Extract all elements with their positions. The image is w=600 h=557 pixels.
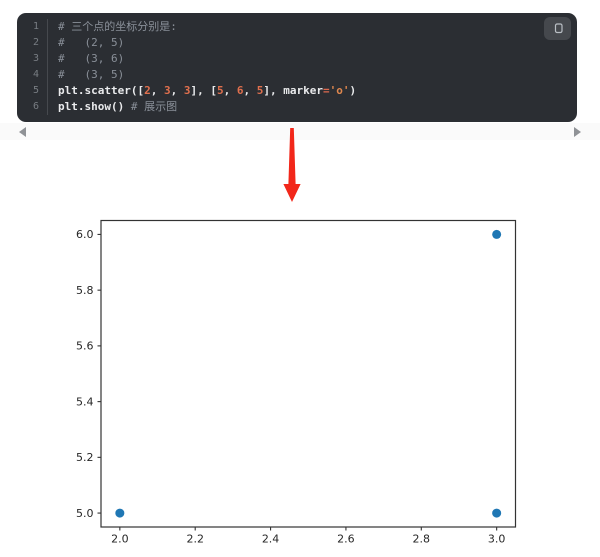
y-tick-label: 5.0	[76, 507, 94, 520]
code-segment-number: 6	[236, 84, 244, 97]
x-tick-label: 2.6	[337, 533, 355, 546]
code-segment-number: 5	[256, 84, 264, 97]
code-line: 5 plt.scatter([2, 3, 3], [5, 6, 5], marke…	[27, 83, 567, 99]
code-line: 3 # (3, 6)	[27, 51, 567, 67]
copy-icon	[550, 21, 565, 36]
x-tick-label: 2.4	[262, 533, 280, 546]
x-tick-label: 2.0	[111, 533, 129, 546]
y-tick-label: 5.4	[76, 395, 94, 408]
line-number: 3	[32, 53, 39, 64]
scroll-left-arrow-icon[interactable]	[19, 126, 26, 137]
x-tick-label: 2.2	[186, 533, 204, 546]
code-line: 6 plt.show() # 展示图	[27, 99, 567, 115]
code-segment-code: )	[349, 84, 357, 97]
code-line: 1 # 三个点的坐标分别是:	[27, 19, 567, 35]
code-segment-code: ,	[170, 84, 184, 97]
code-line: 2 # (2, 5)	[27, 35, 567, 51]
gutter-divider	[47, 99, 48, 115]
code-segment-number: 3	[163, 84, 171, 97]
code-segment-number: 3	[183, 84, 191, 97]
code-segment-code: ,	[150, 84, 164, 97]
code-text: plt.show() # 展示图	[58, 99, 567, 115]
data-point	[492, 508, 502, 518]
code-line: 4 # (3, 5)	[27, 67, 567, 83]
code-segment-number: 5	[216, 84, 224, 97]
x-tick-label: 2.8	[413, 533, 431, 546]
y-tick-label: 6.0	[76, 228, 94, 241]
code-segment-operator: =	[322, 84, 330, 97]
code-segment-string: 'o'	[329, 84, 350, 97]
code-text: # (3, 5)	[58, 67, 567, 83]
line-number: 2	[32, 37, 39, 48]
y-tick-label: 5.6	[76, 340, 94, 353]
code-text: plt.scatter([2, 3, 3], [5, 6, 5], marker…	[58, 83, 567, 99]
code-lines: 1 # 三个点的坐标分别是: 2 # (2, 5) 3 # (3, 6) 4 # (3, 5)…	[27, 19, 567, 115]
gutter-divider	[47, 67, 48, 83]
gutter-divider	[47, 83, 48, 99]
code-text: # (2, 5)	[58, 35, 567, 51]
data-point	[492, 229, 502, 239]
code-segment-comment: # (3, 6)	[58, 52, 125, 65]
line-number: 5	[32, 85, 39, 96]
gutter-divider	[47, 19, 48, 35]
y-tick-label: 5.2	[76, 451, 94, 464]
line-number: 6	[32, 101, 39, 112]
code-segment-code: plt.show()	[58, 100, 131, 113]
code-segment-code: ], [	[190, 84, 217, 97]
code-segment-comment: # (3, 5)	[58, 68, 125, 81]
y-tick-label: 5.8	[76, 284, 94, 297]
code-segment-comment: # 三个点的坐标分别是:	[58, 20, 177, 33]
code-segment-code: plt.scatter([	[58, 84, 145, 97]
code-editor-block: 1 # 三个点的坐标分别是: 2 # (2, 5) 3 # (3, 6) 4 # (3, 5)…	[17, 13, 577, 122]
data-point	[115, 508, 125, 518]
code-segment-code: ], marker	[263, 84, 323, 97]
code-segment-code: ,	[223, 84, 237, 97]
code-segment-number: 2	[144, 84, 151, 97]
line-number: 4	[32, 69, 39, 80]
line-number: 1	[32, 21, 39, 32]
code-text: # (3, 6)	[58, 51, 567, 67]
code-text: # 三个点的坐标分别是:	[58, 19, 567, 35]
code-segment-comment: # 展示图	[130, 100, 178, 113]
scroll-right-arrow-icon[interactable]	[574, 126, 581, 137]
plot-frame	[100, 219, 517, 528]
code-segment-comment: # (2, 5)	[58, 36, 125, 49]
x-tick-label: 3.0	[488, 533, 506, 546]
gutter-divider	[47, 51, 48, 67]
copy-button[interactable]	[544, 17, 571, 40]
code-segment-code: ,	[243, 84, 257, 97]
gutter-divider	[47, 35, 48, 51]
